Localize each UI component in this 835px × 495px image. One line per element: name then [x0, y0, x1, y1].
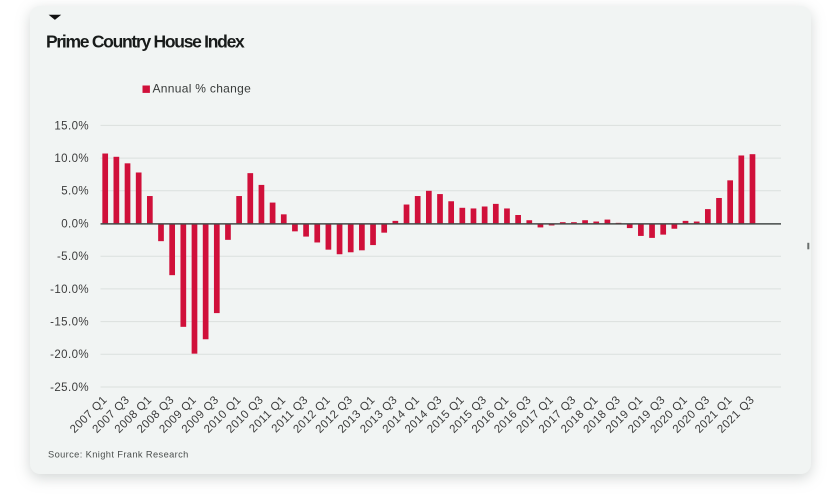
svg-text:Prime Country House Index: Prime Country House Index	[46, 32, 245, 52]
svg-text:Annual % change: Annual % change	[153, 82, 252, 96]
svg-text:-5.0%: -5.0%	[57, 251, 89, 263]
svg-text:-25.0%: -25.0%	[50, 382, 89, 394]
svg-text:-20.0%: -20.0%	[50, 349, 89, 361]
svg-text:0.0%: 0.0%	[61, 218, 89, 230]
svg-text:10.0%: 10.0%	[54, 153, 89, 165]
svg-text:5.0%: 5.0%	[61, 186, 89, 198]
svg-text:Source: Knight Frank Research: Source: Knight Frank Research	[48, 450, 189, 460]
svg-text:-15.0%: -15.0%	[50, 317, 89, 329]
svg-text:-10.0%: -10.0%	[50, 284, 89, 296]
svg-text:15.0%: 15.0%	[54, 120, 89, 132]
